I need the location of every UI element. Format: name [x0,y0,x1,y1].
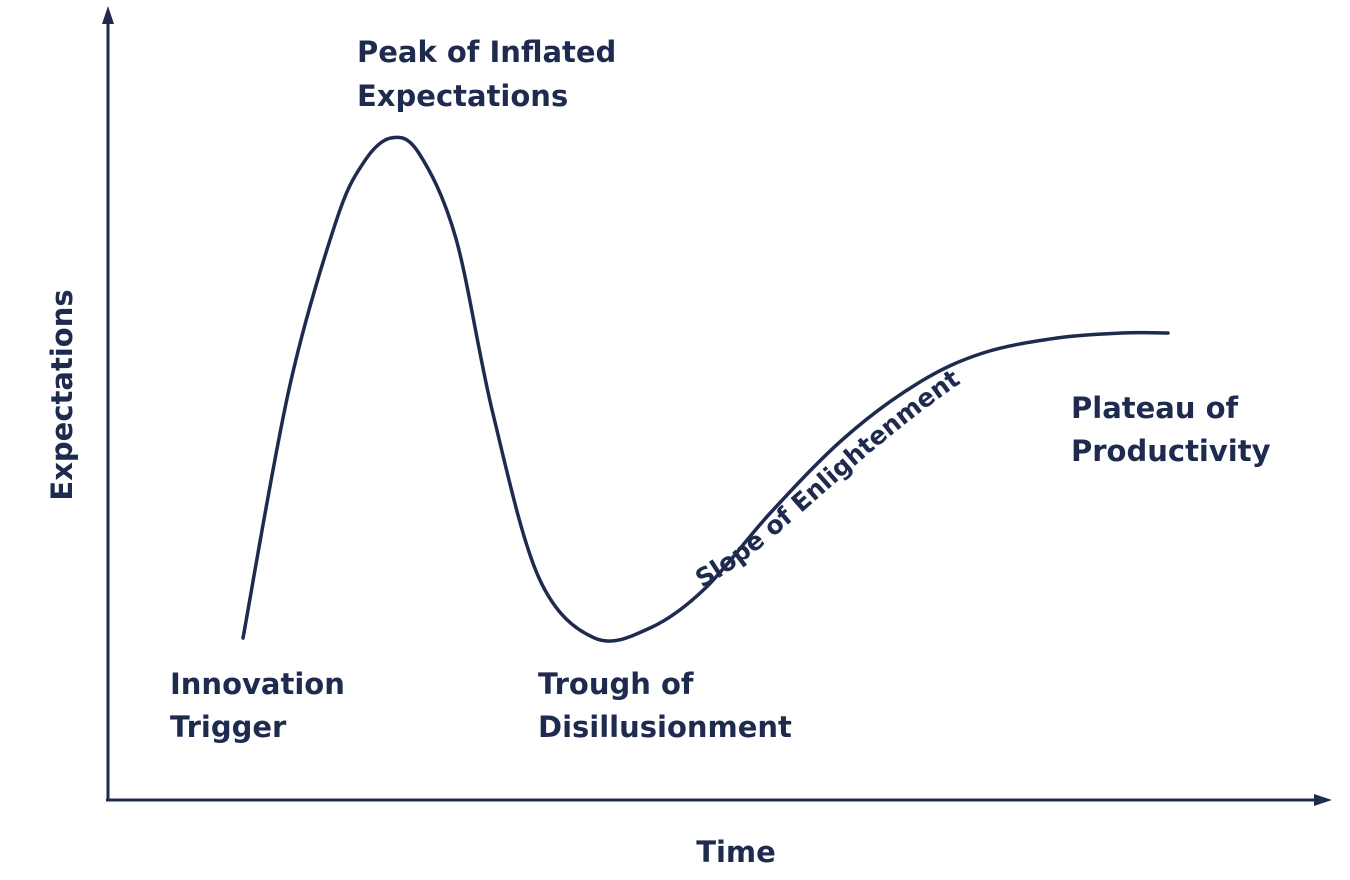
phase-label-trough-line-2: Disillusionment [538,710,792,744]
y-axis-title: Expectations [45,289,79,500]
phase-label-trough-line-1: Trough of [538,667,694,701]
phase-label-innovation-trigger: Innovation Trigger [170,667,355,744]
phase-label-slope: Slope of Enlightenment [690,364,965,594]
y-axis-arrow [102,6,114,24]
axes [102,6,1332,806]
hype-curve-line [241,135,1170,643]
phase-label-plateau-line-2: Productivity [1071,434,1271,468]
x-axis-title: Time [696,835,776,869]
phase-label-slope-text: Slope of Enlightenment [690,364,965,594]
phase-label-plateau-line-1: Plateau of [1071,391,1239,425]
phase-label-trough: Trough of Disillusionment [538,667,792,744]
phase-label-peak-line-1: Peak of Inflated [357,35,616,69]
phase-label-peak-line-2: Expectations [357,79,568,113]
x-axis-arrow [1314,794,1332,806]
phase-label-innovation-trigger-line-1: Innovation [170,667,345,701]
phase-label-peak: Peak of Inflated Expectations [357,35,626,113]
phase-label-innovation-trigger-line-2: Trigger [170,710,287,744]
phase-label-plateau: Plateau of Productivity [1071,391,1271,468]
